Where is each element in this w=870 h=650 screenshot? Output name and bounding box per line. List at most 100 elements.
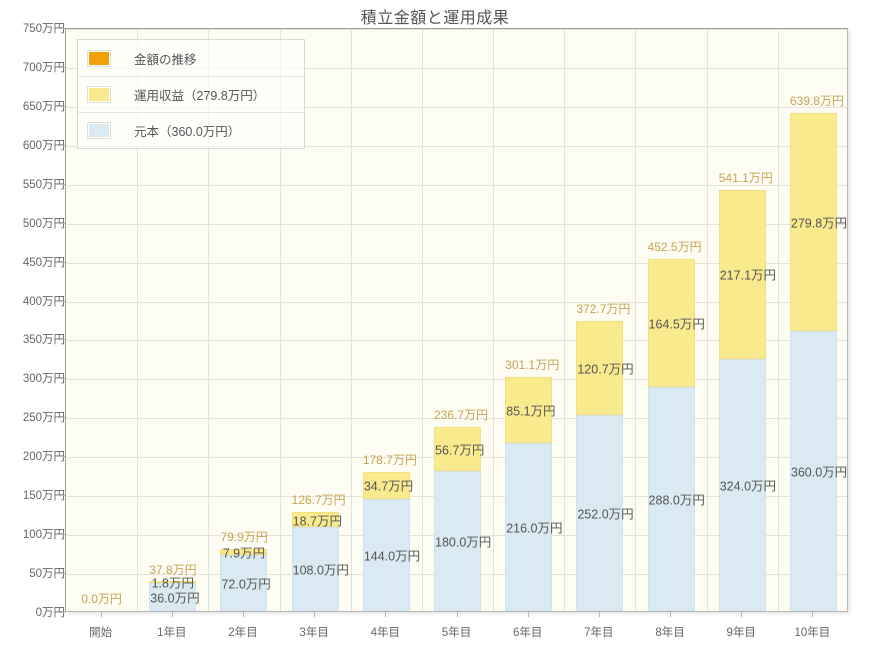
x-axis-tick-label: 2年目 <box>228 627 258 639</box>
bar-group[interactable]: 144.0万円 34.7万円 178.7万円 <box>362 29 420 611</box>
bar-segment-profit[interactable]: 34.7万円 <box>362 471 413 499</box>
bar-total-label: 639.8万円 <box>789 93 844 108</box>
bar-group[interactable]: 216.0万円 85.1万円 301.1万円 <box>505 29 562 611</box>
x-axis-tick-mark <box>101 612 102 617</box>
y-axis-tick-label: 600万円 <box>22 139 65 152</box>
chart-legend[interactable]: 金額の推移運用収益（279.8万円） 元本（360.0万円） <box>77 39 305 149</box>
y-axis-tick-label: 350万円 <box>22 334 65 347</box>
x-axis-tick-label: 5年目 <box>441 627 472 639</box>
bar-group[interactable]: 0.0万円 <box>78 29 125 611</box>
gridline-horizontal <box>66 29 847 30</box>
y-axis-tick-mark <box>59 495 65 497</box>
y-axis-tick-label: 200万円 <box>22 451 65 464</box>
legend-item[interactable]: 元本（360.0万円） <box>78 112 304 148</box>
bar-segment-principal[interactable]: 360.0万円 <box>789 330 847 611</box>
y-axis-tick-mark <box>59 378 65 380</box>
legend-item[interactable]: 運用収益（279.8万円） <box>78 76 304 112</box>
bar-total-label: 541.1万円 <box>718 170 773 185</box>
gridline-vertical <box>280 29 281 611</box>
bar-total-label: 126.7万円 <box>291 493 346 508</box>
bar-total-label: 236.7万円 <box>434 407 489 422</box>
legend-item-label: 運用収益（279.8万円） <box>134 89 266 103</box>
bar-segment-label-profit: 164.5万円 <box>648 317 705 332</box>
y-axis-tick-mark <box>59 105 65 107</box>
x-axis-tick-mark <box>670 612 671 617</box>
y-axis-tick-label: 450万円 <box>22 256 65 269</box>
x-axis-tick-mark <box>243 612 244 617</box>
bar-segment-label-profit: 120.7万円 <box>577 362 634 377</box>
bar-group[interactable]: 252.0万円 120.7万円 372.7万円 <box>576 29 634 611</box>
bar-segment-profit[interactable]: 18.7万円 <box>291 512 342 528</box>
x-axis-tick-mark <box>457 612 458 617</box>
x-axis-tick-mark <box>741 612 742 617</box>
bar-segment-label-principal: 324.0万円 <box>719 479 777 494</box>
bar-total-label: 178.7万円 <box>362 452 417 467</box>
bar-total-label: 37.8万円 <box>149 562 197 577</box>
y-axis-tick-mark <box>59 612 65 613</box>
y-axis-tick-mark <box>59 534 65 536</box>
gridline-vertical <box>351 29 352 611</box>
y-axis-tick-label: 150万円 <box>22 490 65 503</box>
legend-item[interactable]: 金額の推移 <box>78 40 304 76</box>
y-axis-tick-label: 50万円 <box>29 568 65 581</box>
bar-segment-principal[interactable]: 180.0万円 <box>434 470 492 611</box>
y-axis-tick-mark <box>59 261 65 263</box>
legend-item-label: 元本（360.0万円） <box>134 125 241 139</box>
bar-segment-label-principal: 180.0万円 <box>435 535 492 550</box>
bar-segment-profit[interactable]: 164.5万円 <box>647 258 705 387</box>
bar-segment-label-principal: 108.0万円 <box>292 563 349 578</box>
bar-segment-principal[interactable]: 324.0万円 <box>718 358 777 611</box>
bar-segment-label-profit: 56.7万円 <box>435 443 485 458</box>
gridline-horizontal <box>66 224 847 225</box>
gridline-vertical <box>422 29 423 611</box>
bar-group[interactable]: 324.0万円 217.1万円 541.1万円 <box>718 29 777 611</box>
bar-segment-label-profit: 279.8万円 <box>790 216 848 231</box>
bar-segment-profit[interactable]: 1.8万円 <box>149 576 197 590</box>
bar-segment-principal[interactable]: 72.0万円 <box>220 554 271 611</box>
bar-segment-label-profit: 85.1万円 <box>506 404 556 419</box>
gridline-horizontal <box>66 340 847 341</box>
bar-group[interactable]: 180.0万円 56.7万円 236.7万円 <box>434 29 492 611</box>
bar-segment-principal[interactable]: 288.0万円 <box>647 386 705 611</box>
gridline-horizontal <box>66 418 847 419</box>
bar-group[interactable]: 360.0万円 279.8万円 639.8万円 <box>789 29 848 611</box>
bar-total-label: 372.7万円 <box>576 301 631 316</box>
y-axis-tick-mark <box>59 417 65 419</box>
x-axis-tick-mark <box>812 612 813 617</box>
gridline-horizontal <box>66 185 847 186</box>
gridline-horizontal <box>66 263 847 264</box>
bar-segment-principal[interactable]: 144.0万円 <box>362 498 420 611</box>
bar-segment-principal[interactable]: 252.0万円 <box>576 414 634 611</box>
bar-segment-principal[interactable]: 36.0万円 <box>149 582 200 611</box>
bar-segment-profit[interactable]: 85.1万円 <box>505 376 556 443</box>
bar-segment-principal[interactable]: 216.0万円 <box>505 442 562 611</box>
x-axis-tick-label: 9年目 <box>726 627 756 639</box>
gridline-horizontal <box>66 379 847 380</box>
y-axis-tick-mark <box>59 456 65 458</box>
bar-segment-profit[interactable]: 217.1万円 <box>718 189 777 359</box>
y-axis-tick-mark <box>59 66 65 68</box>
x-axis-tick-mark <box>385 612 386 617</box>
bar-total-label: 301.1万円 <box>505 357 560 372</box>
y-axis-tick-label: 750万円 <box>22 23 65 35</box>
x-axis-tick-mark <box>599 612 600 617</box>
bar-total-label: 79.9万円 <box>220 529 268 544</box>
gridline-vertical <box>778 29 779 611</box>
bar-segment-label-profit: 217.1万円 <box>719 268 777 283</box>
y-axis-tick-mark <box>59 144 65 146</box>
bar-segment-profit[interactable]: 7.9万円 <box>220 546 268 560</box>
bar-group[interactable]: 72.0万円 7.9万円 79.9万円 <box>220 29 271 611</box>
y-axis-tick-label: 550万円 <box>22 178 65 191</box>
y-axis-tick-label: 300万円 <box>22 373 65 386</box>
gridline-horizontal <box>66 68 847 69</box>
plot-area: 0.0万円 36.0万円 1.8万円 37.8万円 72.0万円 7.9万円 79.9万円 1… <box>65 28 848 612</box>
x-axis: 開始 1年目 2年目 3年目 4年目 5年目 6年目 7年目 8年目 9年目 10年目 <box>65 612 848 650</box>
bar-segment-profit[interactable]: 56.7万円 <box>434 426 485 471</box>
x-axis-tick-label: 開始 <box>89 627 113 639</box>
bar-segment-profit[interactable]: 279.8万円 <box>789 112 848 331</box>
bar-segment-profit[interactable]: 120.7万円 <box>576 320 634 415</box>
bar-group[interactable]: 288.0万円 164.5万円 452.5万円 <box>647 29 705 611</box>
y-axis-tick-label: 500万円 <box>22 217 65 230</box>
bar-segment-principal[interactable]: 108.0万円 <box>291 526 349 611</box>
